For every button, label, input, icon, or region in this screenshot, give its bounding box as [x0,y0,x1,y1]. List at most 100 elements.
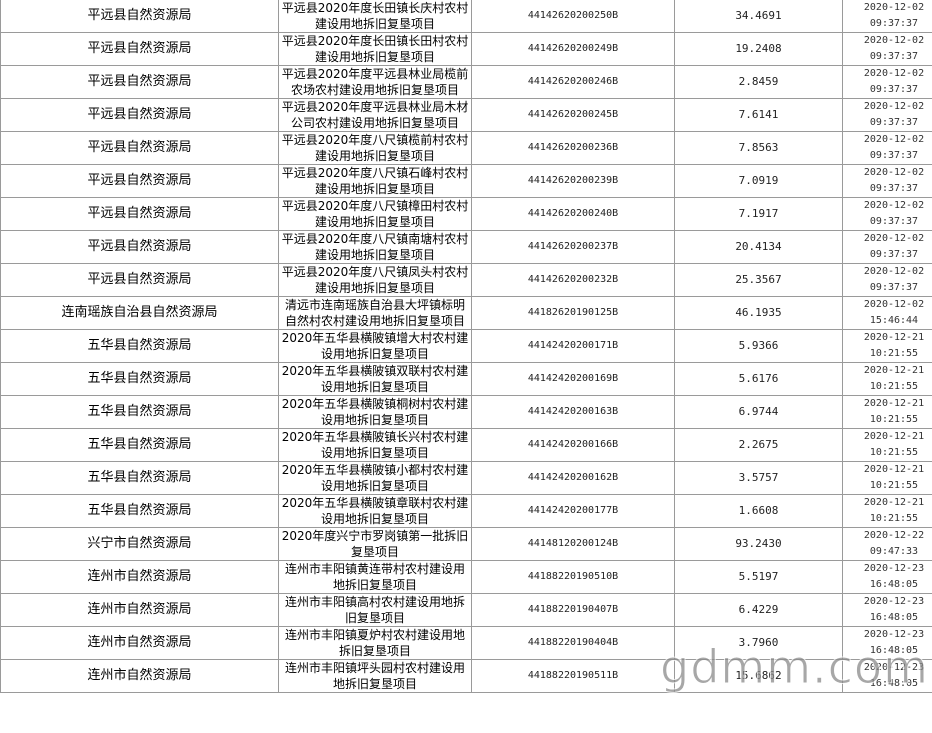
project-name-cell: 平远县2020年度八尺镇南塘村农村建设用地拆旧复垦项目 [278,230,472,264]
project-name-cell: 平远县2020年度平远县林业局榄前农场农村建设用地拆旧复垦项目 [278,65,472,99]
project-code-cell: 44142620200237B [471,230,675,264]
agency-cell: 连南瑶族自治县自然资源局 [0,296,279,330]
area-cell: 7.6141 [674,98,843,132]
project-code-cell: 44182620190125B [471,296,675,330]
area-cell: 93.2430 [674,527,843,561]
project-code-cell: 44142620200245B [471,98,675,132]
area-cell: 7.1917 [674,197,843,231]
date-time-cell: 2020-12-23 16:48:05 [842,593,932,627]
table-row: 平远县自然资源局 平远县2020年度平远县林业局榄前农场农村建设用地拆旧复垦项目 4… [0,65,932,99]
area-cell: 3.7960 [674,626,843,660]
agency-cell: 五华县自然资源局 [0,494,279,528]
agency-cell: 兴宁市自然资源局 [0,527,279,561]
agency-cell: 五华县自然资源局 [0,428,279,462]
project-code-cell: 44188220190511B [471,659,675,693]
date-time-cell: 2020-12-21 10:21:55 [842,329,932,363]
project-code-cell: 44142620200240B [471,197,675,231]
date-time-cell: 2020-12-21 10:21:55 [842,395,932,429]
agency-cell: 平远县自然资源局 [0,164,279,198]
project-name-cell: 平远县2020年度平远县林业局木材公司农村建设用地拆旧复垦项目 [278,98,472,132]
project-code-cell: 44142420200166B [471,428,675,462]
project-code-cell: 44142420200163B [471,395,675,429]
table-row: 五华县自然资源局 2020年五华县横陂镇长兴村农村建设用地拆旧复垦项目 441424… [0,428,932,462]
project-name-cell: 2020年五华县横陂镇长兴村农村建设用地拆旧复垦项目 [278,428,472,462]
project-code-cell: 44142420200177B [471,494,675,528]
project-name-cell: 清远市连南瑶族自治县大坪镇标明自然村农村建设用地拆旧复垦项目 [278,296,472,330]
project-name-cell: 平远县2020年度长田镇长庆村农村建设用地拆旧复垦项目 [278,0,472,33]
table-row: 五华县自然资源局 2020年五华县横陂镇桐树村农村建设用地拆旧复垦项目 441424… [0,395,932,429]
agency-cell: 五华县自然资源局 [0,461,279,495]
agency-cell: 平远县自然资源局 [0,263,279,297]
agency-cell: 平远县自然资源局 [0,0,279,33]
project-name-cell: 2020年五华县横陂镇增大村农村建设用地拆旧复垦项目 [278,329,472,363]
project-name-cell: 连州市丰阳镇黄连带村农村建设用地拆旧复垦项目 [278,560,472,594]
project-code-cell: 44142420200171B [471,329,675,363]
project-code-cell: 44142620200250B [471,0,675,33]
table-row: 平远县自然资源局 平远县2020年度八尺镇樟田村农村建设用地拆旧复垦项目 44142… [0,197,932,231]
agency-cell: 平远县自然资源局 [0,98,279,132]
area-cell: 5.9366 [674,329,843,363]
project-name-cell: 2020年五华县横陂镇桐树村农村建设用地拆旧复垦项目 [278,395,472,429]
table-row: 平远县自然资源局 平远县2020年度八尺镇南塘村农村建设用地拆旧复垦项目 44142… [0,230,932,264]
table-row: 五华县自然资源局 2020年五华县横陂镇双联村农村建设用地拆旧复垦项目 441424… [0,362,932,396]
project-code-cell: 44142620200246B [471,65,675,99]
project-code-cell: 44142620200239B [471,164,675,198]
date-time-cell: 2020-12-02 09:37:37 [842,65,932,99]
table-row: 连州市自然资源局 连州市丰阳镇高村农村建设用地拆旧复垦项目 441882201904… [0,593,932,627]
date-time-cell: 2020-12-02 09:37:37 [842,197,932,231]
project-name-cell: 平远县2020年度长田镇长田村农村建设用地拆旧复垦项目 [278,32,472,66]
table-row: 平远县自然资源局 平远县2020年度八尺镇凤头村农村建设用地拆旧复垦项目 44142… [0,263,932,297]
table-row: 连南瑶族自治县自然资源局 清远市连南瑶族自治县大坪镇标明自然村农村建设用地拆旧复垦… [0,296,932,330]
project-code-cell: 44188220190407B [471,593,675,627]
area-cell: 25.3567 [674,263,843,297]
date-time-cell: 2020-12-02 09:37:37 [842,98,932,132]
agency-cell: 平远县自然资源局 [0,32,279,66]
date-time-cell: 2020-12-23 16:48:05 [842,659,932,693]
date-time-cell: 2020-12-22 09:47:33 [842,527,932,561]
agency-cell: 五华县自然资源局 [0,329,279,363]
project-code-cell: 44148120200124B [471,527,675,561]
table-row: 平远县自然资源局 平远县2020年度八尺镇榄前村农村建设用地拆旧复垦项目 44142… [0,131,932,165]
agency-cell: 平远县自然资源局 [0,230,279,264]
area-cell: 7.8563 [674,131,843,165]
area-cell: 6.4229 [674,593,843,627]
date-time-cell: 2020-12-02 09:37:37 [842,164,932,198]
project-name-cell: 连州市丰阳镇高村农村建设用地拆旧复垦项目 [278,593,472,627]
table-row: 连州市自然资源局 连州市丰阳镇黄连带村农村建设用地拆旧复垦项目 4418822019… [0,560,932,594]
agency-cell: 连州市自然资源局 [0,626,279,660]
project-code-cell: 44188220190404B [471,626,675,660]
agency-cell: 平远县自然资源局 [0,65,279,99]
date-time-cell: 2020-12-23 16:48:05 [842,626,932,660]
table-row: 五华县自然资源局 2020年五华县横陂镇增大村农村建设用地拆旧复垦项目 441424… [0,329,932,363]
table-row: 连州市自然资源局 连州市丰阳镇坪头园村农村建设用地拆旧复垦项目 4418822019… [0,659,932,693]
project-name-cell: 2020年五华县横陂镇章联村农村建设用地拆旧复垦项目 [278,494,472,528]
date-time-cell: 2020-12-02 15:46:44 [842,296,932,330]
date-time-cell: 2020-12-21 10:21:55 [842,494,932,528]
date-time-cell: 2020-12-21 10:21:55 [842,461,932,495]
project-name-cell: 连州市丰阳镇夏炉村农村建设用地拆旧复垦项目 [278,626,472,660]
project-code-cell: 44142620200249B [471,32,675,66]
data-table: 平远县自然资源局 平远县2020年度长田镇长庆村农村建设用地拆旧复垦项目 44142… [0,0,932,693]
project-name-cell: 2020年五华县横陂镇小都村农村建设用地拆旧复垦项目 [278,461,472,495]
area-cell: 3.5757 [674,461,843,495]
area-cell: 15.6862 [674,659,843,693]
project-code-cell: 44142420200169B [471,362,675,396]
project-code-cell: 44142620200236B [471,131,675,165]
agency-cell: 连州市自然资源局 [0,560,279,594]
area-cell: 19.2408 [674,32,843,66]
area-cell: 2.8459 [674,65,843,99]
agency-cell: 五华县自然资源局 [0,362,279,396]
project-name-cell: 平远县2020年度八尺镇凤头村农村建设用地拆旧复垦项目 [278,263,472,297]
table-row: 五华县自然资源局 2020年五华县横陂镇章联村农村建设用地拆旧复垦项目 441424… [0,494,932,528]
project-code-cell: 44188220190510B [471,560,675,594]
date-time-cell: 2020-12-02 09:37:37 [842,230,932,264]
project-code-cell: 44142620200232B [471,263,675,297]
area-cell: 6.9744 [674,395,843,429]
agency-cell: 五华县自然资源局 [0,395,279,429]
agency-cell: 连州市自然资源局 [0,659,279,693]
agency-cell: 连州市自然资源局 [0,593,279,627]
area-cell: 1.6608 [674,494,843,528]
area-cell: 34.4691 [674,0,843,33]
project-name-cell: 平远县2020年度八尺镇石峰村农村建设用地拆旧复垦项目 [278,164,472,198]
